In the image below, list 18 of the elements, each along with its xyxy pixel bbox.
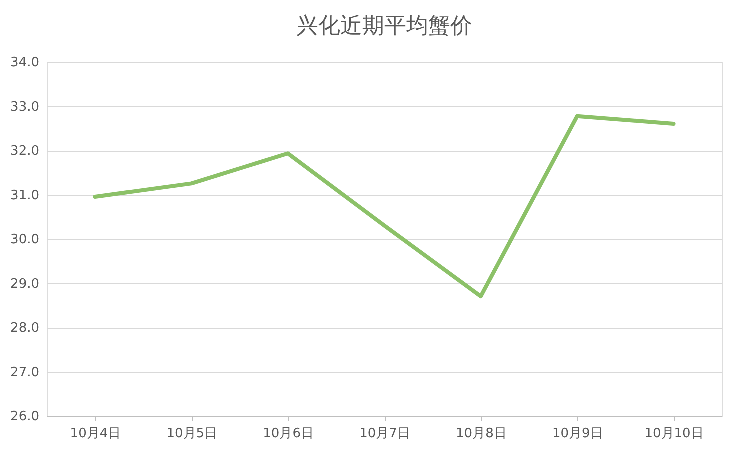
x-tick-label: 10月7日	[360, 426, 410, 442]
x-tick-label: 10月8日	[456, 426, 507, 442]
y-tick-label: 33.0	[10, 100, 40, 115]
y-tick-label: 27.0	[10, 365, 40, 380]
line-series	[93, 114, 676, 299]
x-tick-label: 10月10日	[644, 426, 704, 442]
chart-title: 兴化近期平均蟹价	[296, 14, 472, 39]
x-tick-label: 10月9日	[552, 426, 604, 442]
y-tick-label: 31.0	[10, 188, 40, 204]
y-tick-label: 32.0	[10, 144, 40, 159]
y-tick-label: 30.0	[10, 232, 40, 248]
x-tick-label: 10月6日	[263, 426, 314, 442]
x-tick-label: 10月4日	[70, 426, 122, 442]
y-tick-label: 29.0	[10, 276, 40, 292]
y-tick-label: 28.0	[10, 321, 40, 336]
x-tick-label: 10月5日	[166, 426, 218, 442]
y-tick-label: 34.0	[10, 56, 40, 70]
y-tick-label: 26.0	[10, 410, 40, 424]
